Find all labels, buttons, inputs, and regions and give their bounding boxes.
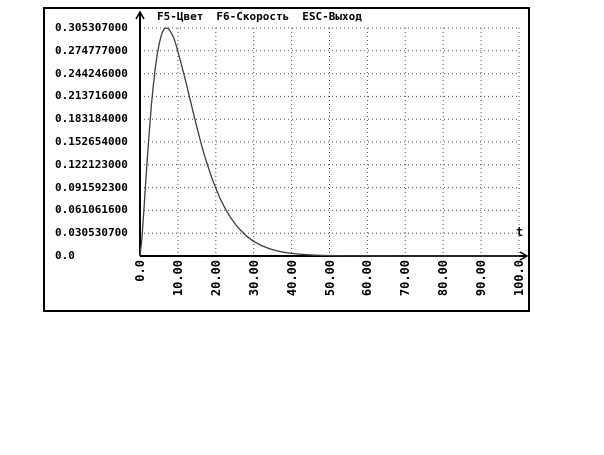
y-tick-label: 0.030530700 — [55, 226, 128, 240]
y-tick-label: 0.061061600 — [55, 203, 128, 217]
x-tick-label: 60.00 — [360, 260, 375, 297]
y-tick-label: 0.244246000 — [55, 66, 128, 80]
x-tick-label: 50.00 — [322, 260, 337, 297]
y-tick-label: 0.152654000 — [55, 135, 128, 148]
x-axis-title: t — [516, 225, 524, 239]
x-tick-label: 20.00 — [208, 260, 223, 297]
y-tick-label: 0.122123000 — [55, 157, 128, 171]
x-tick-label: 100.0 — [512, 260, 526, 297]
x-tick-label: 80.00 — [436, 260, 451, 297]
plot-window: F5-Цвет F6-Скорость ESC-Выход 0.30530700… — [43, 7, 530, 312]
curve — [139, 27, 519, 257]
plot-area — [135, 10, 528, 261]
y-tick-label: 0.091592300 — [55, 180, 128, 194]
axes — [135, 10, 528, 261]
menu-bar: F5-Цвет F6-Скорость ESC-Выход — [157, 10, 362, 23]
y-tick-label: 0.274777000 — [55, 43, 128, 57]
menu-item-f5-color[interactable]: F5-Цвет — [157, 10, 204, 23]
grid — [140, 27, 520, 256]
y-tick-label: 0.183184000 — [55, 112, 128, 126]
menu-item-esc-exit[interactable]: ESC-Выход — [302, 10, 362, 23]
x-tick-label: 10.00 — [170, 260, 185, 297]
y-tick-label: 0.305307000 — [55, 21, 128, 34]
x-tick-label: 90.00 — [474, 260, 489, 297]
menu-item-f6-speed[interactable]: F6-Скорость — [216, 10, 290, 23]
x-tick-label: 70.00 — [398, 260, 413, 297]
y-tick-label: 0.213716000 — [55, 89, 128, 103]
x-axis-arrow-icon — [519, 251, 528, 261]
x-tick-label: 0.0 — [133, 260, 147, 282]
x-tick-label: 40.00 — [284, 260, 299, 297]
x-tick-label: 30.00 — [246, 260, 261, 297]
y-tick-label: 0.0 — [55, 249, 75, 262]
y-axis-arrow-icon — [135, 10, 145, 20]
